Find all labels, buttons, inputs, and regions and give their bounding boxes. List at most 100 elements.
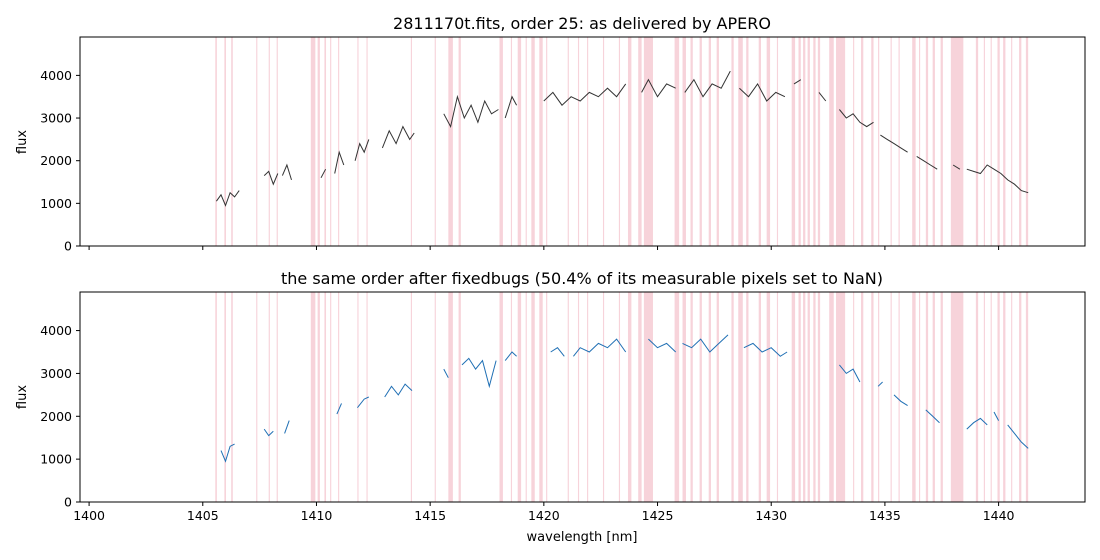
spectrum-segment — [877, 381, 883, 387]
masked-band — [587, 37, 589, 246]
masked-band — [410, 37, 412, 246]
bottom-panel-y-axis: 0 1000 2000 3000 4000 — [40, 323, 80, 510]
masked-band — [338, 37, 340, 246]
masked-band — [836, 37, 846, 246]
masked-band — [716, 37, 719, 246]
spectrum-segment — [1007, 424, 1029, 449]
top-panel-spectrum — [215, 70, 1029, 207]
masked-band — [803, 37, 806, 246]
masked-band — [682, 292, 686, 502]
spectrum-segment — [357, 396, 370, 409]
masked-band — [324, 37, 327, 246]
y-tick-label: 1000 — [40, 196, 72, 211]
spectrum-segment — [354, 139, 370, 161]
masked-band — [525, 37, 527, 246]
masked-band — [1019, 292, 1022, 502]
masked-band — [448, 292, 453, 502]
masked-band — [925, 292, 929, 502]
bottom-panel-x-axis: 1400 1405 1410 1415 1420 1425 1430 1435 1440 — [73, 502, 1015, 523]
masked-band — [618, 292, 621, 502]
masked-band — [940, 37, 943, 246]
masked-band — [690, 292, 693, 502]
spectrum-segment — [952, 164, 961, 170]
spectrum-segment — [320, 168, 327, 179]
spectrum-segment — [550, 347, 565, 357]
masked-band — [256, 37, 258, 246]
masked-band — [602, 37, 605, 246]
spectrum-segment — [925, 409, 940, 424]
masked-band — [638, 292, 642, 502]
masked-band — [643, 37, 653, 246]
spectrum-segment — [443, 94, 499, 129]
masked-band — [746, 292, 749, 502]
masked-band — [912, 37, 916, 246]
y-tick-label: 1000 — [40, 452, 72, 467]
masked-band — [618, 37, 621, 246]
masked-band — [458, 292, 461, 502]
masked-band — [1003, 37, 1006, 246]
masked-band — [643, 292, 653, 502]
masked-band — [324, 292, 327, 502]
masked-band — [627, 37, 632, 246]
spectrum-segment — [966, 417, 988, 430]
masked-band — [531, 292, 535, 502]
x-tick-label: 1430 — [755, 508, 787, 523]
masked-band — [567, 292, 569, 502]
masked-band — [738, 292, 743, 502]
masked-band — [434, 37, 436, 246]
bottom-panel: the same order after fixedbugs (50.4% of… — [15, 269, 1086, 545]
y-tick-label: 4000 — [40, 323, 72, 338]
masked-band — [434, 292, 436, 502]
masked-band — [577, 37, 580, 246]
x-tick-label: 1415 — [414, 508, 446, 523]
masked-band — [577, 292, 580, 502]
masked-band — [817, 292, 821, 502]
spectrum-segment — [263, 428, 274, 437]
masked-band — [798, 37, 801, 246]
masked-band — [853, 37, 855, 246]
spectrum-segment — [504, 351, 517, 361]
masked-band — [853, 292, 855, 502]
masked-band — [898, 37, 900, 246]
x-tick-label: 1405 — [187, 508, 219, 523]
masked-band — [699, 37, 702, 246]
masked-band — [776, 37, 779, 246]
masked-band — [836, 292, 846, 502]
masked-band — [357, 37, 359, 246]
spectrum-segment — [461, 357, 497, 389]
spectrum-segment — [966, 164, 1029, 194]
spectrum-segment — [648, 338, 677, 353]
bottom-panel-ylabel: flux — [15, 385, 30, 409]
masked-band — [567, 37, 569, 246]
masked-band — [1011, 292, 1013, 502]
masked-band — [975, 37, 979, 246]
masked-band — [256, 292, 258, 502]
masked-band — [766, 37, 771, 246]
masked-band — [997, 37, 1000, 246]
y-tick-label: 2000 — [40, 153, 72, 168]
spectrum-segment — [739, 82, 786, 102]
x-tick-label: 1420 — [528, 508, 560, 523]
masked-band — [1025, 37, 1029, 246]
top-panel-ylabel: flux — [15, 130, 30, 154]
masked-band — [224, 292, 226, 502]
spectrum-segment — [818, 92, 827, 102]
masked-band — [682, 37, 686, 246]
spectrum-segment — [993, 411, 1000, 421]
masked-band — [731, 37, 734, 246]
masked-band — [829, 292, 834, 502]
x-tick-label: 1410 — [301, 508, 333, 523]
masked-band — [708, 37, 711, 246]
masked-band — [871, 37, 874, 246]
masked-band — [807, 37, 810, 246]
masked-band — [803, 292, 806, 502]
top-panel-y-axis: 0 1000 2000 3000 4000 — [40, 68, 80, 254]
masked-band — [539, 37, 543, 246]
masked-band — [716, 292, 719, 502]
masked-band — [925, 37, 929, 246]
masked-band — [357, 292, 359, 502]
top-panel-frame — [79, 36, 1086, 247]
masked-band — [878, 292, 880, 502]
masked-band — [231, 37, 233, 246]
masked-band — [674, 292, 680, 502]
